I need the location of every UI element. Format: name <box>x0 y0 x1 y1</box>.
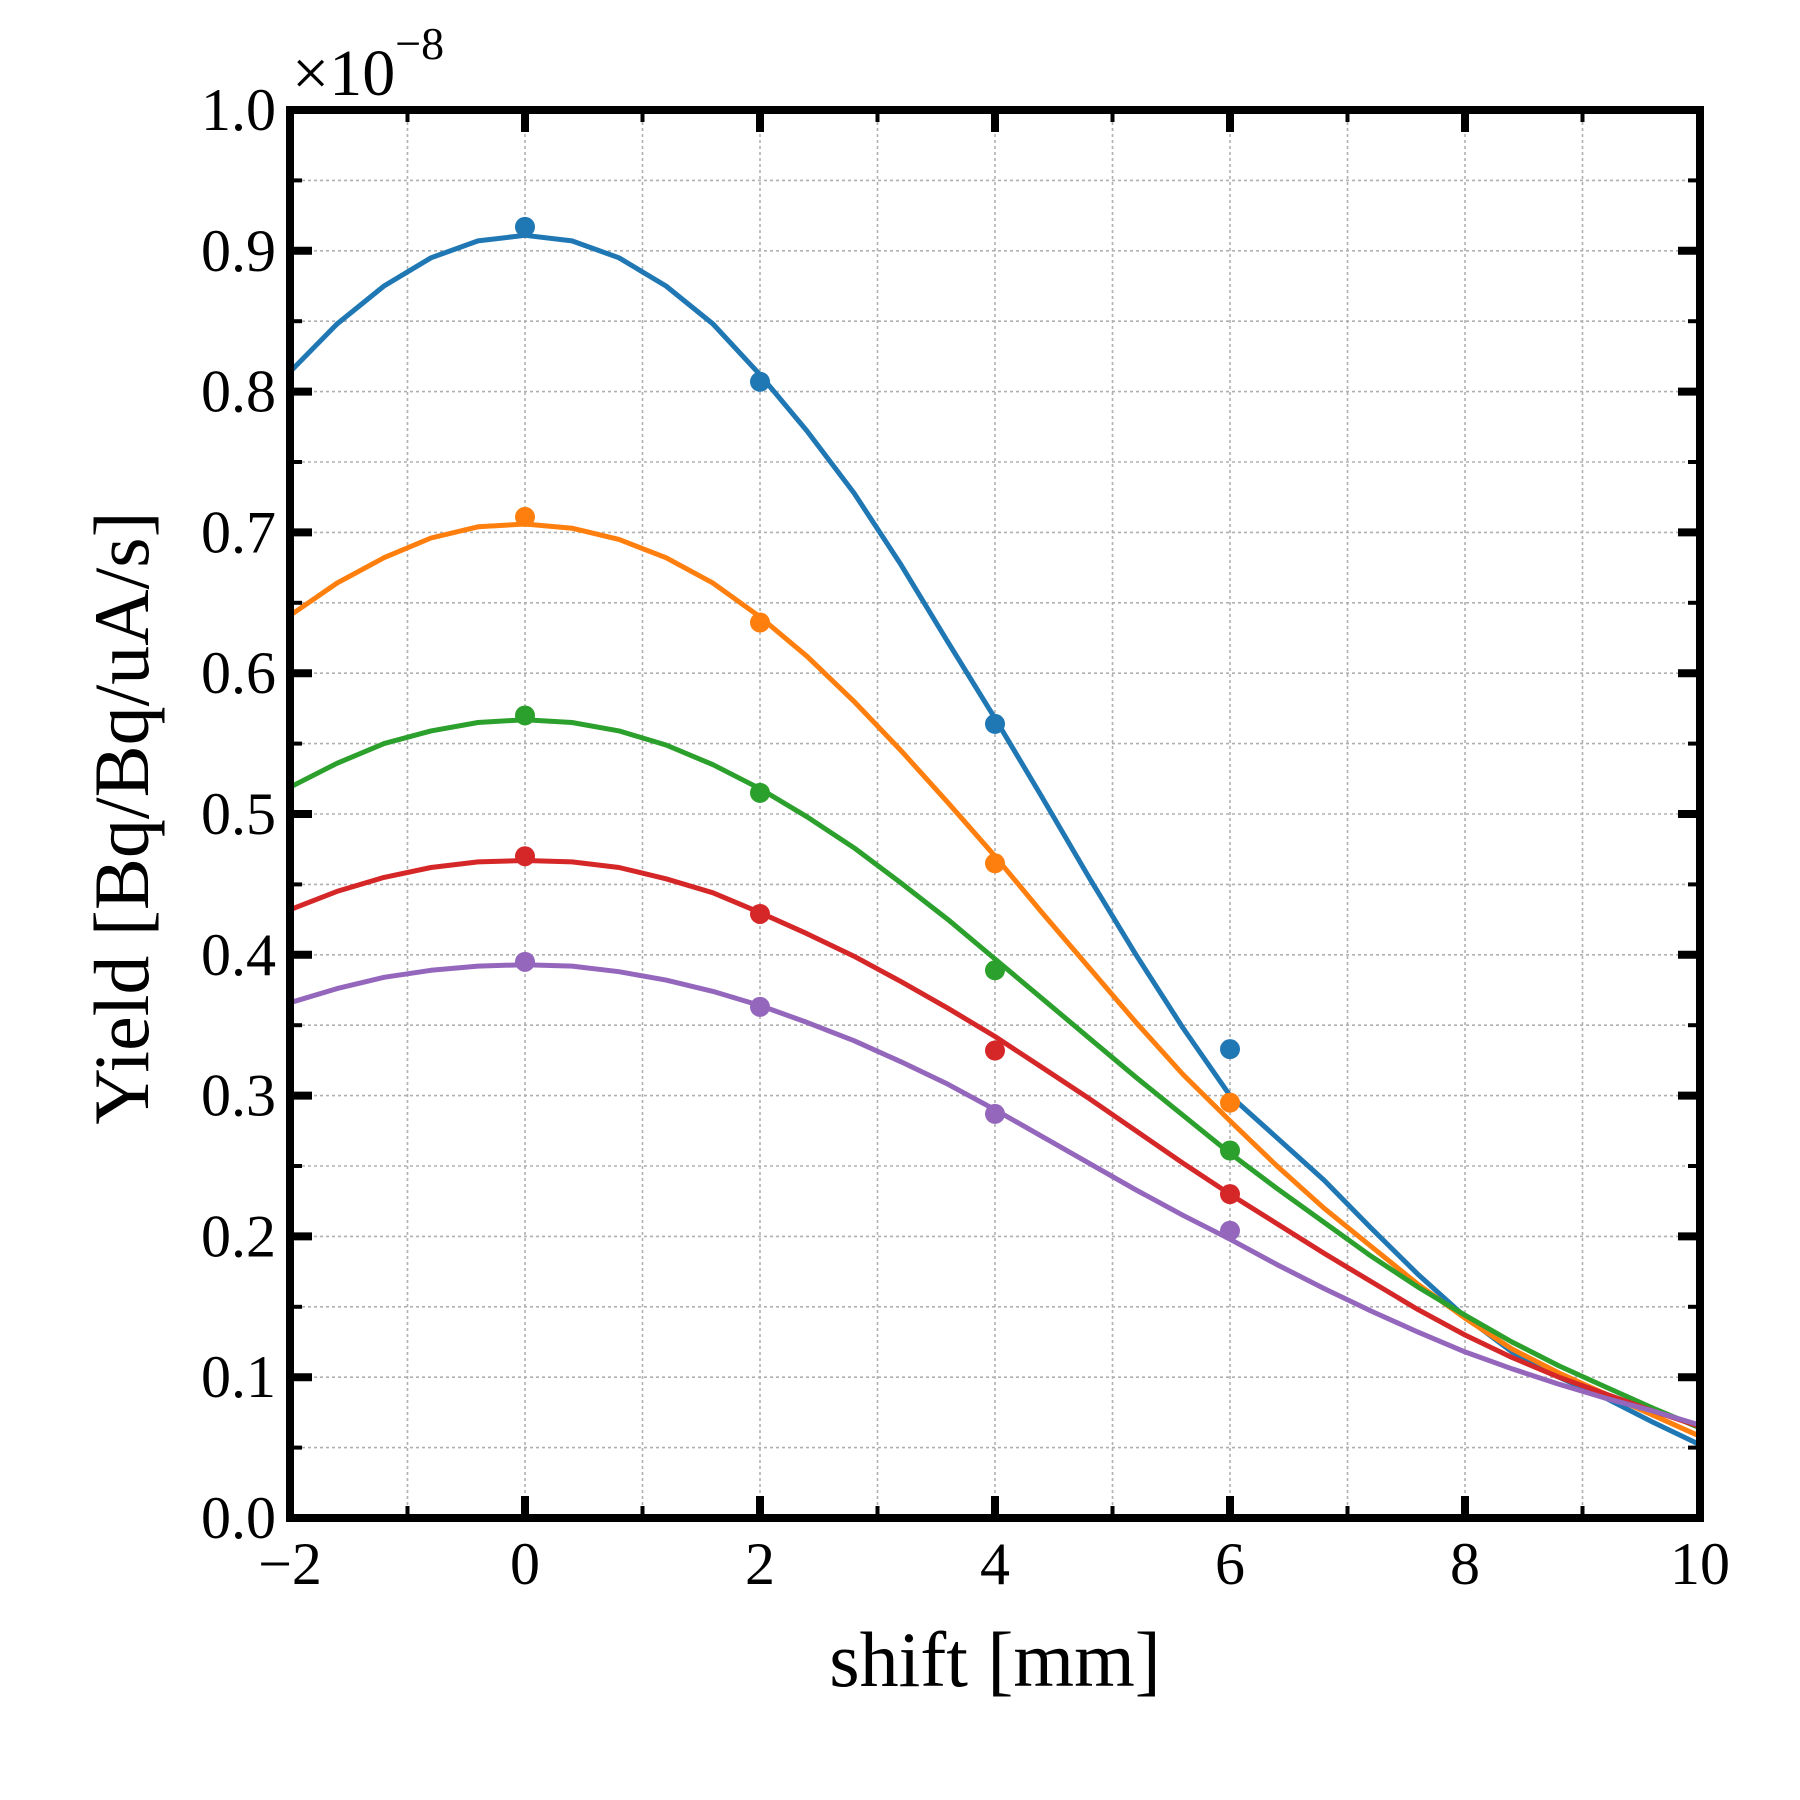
series-2-point <box>1220 1092 1240 1113</box>
y-tick-label: 0.7 <box>201 499 276 565</box>
series-4-point <box>1220 1184 1240 1205</box>
x-tick-label: 0 <box>510 1531 540 1597</box>
y-axis-label: Yield [Bq/Bq/uA/s] <box>78 511 165 1124</box>
series-1-point <box>515 216 535 237</box>
x-tick-label: 6 <box>1215 1531 1245 1597</box>
x-axis-label: shift [mm] <box>829 1616 1160 1703</box>
y-tick-label: 0.2 <box>201 1203 276 1269</box>
series-1-point <box>985 713 1005 734</box>
y-tick-label: 0.5 <box>201 781 276 847</box>
tick-layer: −2 0 2 4 6 8 10 0.0 0.1 0.2 0.3 0.4 0.5 0.6 0.7 0.8 0.9 1… <box>201 77 1730 1597</box>
y-tick-label: 0.0 <box>201 1485 276 1551</box>
series-1-point <box>1220 1039 1240 1060</box>
series-5-point <box>985 1103 1005 1124</box>
x-tick-label: 8 <box>1450 1531 1480 1597</box>
series-3-point <box>515 705 535 726</box>
y-tick-label: 0.4 <box>201 922 276 988</box>
x-tick-label: 4 <box>980 1531 1010 1597</box>
x-tick-label: 2 <box>745 1531 775 1597</box>
series-2-point <box>985 853 1005 874</box>
series-3-point <box>750 782 770 803</box>
grid-layer <box>289 109 1701 1519</box>
y-tick-label: 0.6 <box>201 640 276 706</box>
y-tick-label: 0.1 <box>201 1344 276 1410</box>
series-4-point <box>515 846 535 867</box>
series-layer <box>287 216 1703 1448</box>
label-layer: ×10−8 shift [mm] Yield [Bq/Bq/uA/s] <box>78 18 1161 1703</box>
series-5-point <box>515 951 535 972</box>
y-tick-label: 0.9 <box>201 218 276 284</box>
y-scale-factor: ×10−8 <box>292 18 444 110</box>
x-tick-label: 10 <box>1670 1531 1730 1597</box>
series-3-point <box>985 960 1005 981</box>
series-4-point <box>985 1040 1005 1061</box>
y-tick-label: 0.3 <box>201 1063 276 1129</box>
y-tick-label: 1.0 <box>201 77 276 143</box>
series-1-point <box>750 371 770 392</box>
series-3-point <box>1220 1140 1240 1161</box>
series-4-point <box>750 903 770 924</box>
x-tick-label: −2 <box>258 1531 322 1597</box>
series-5-point <box>750 996 770 1017</box>
series-2-point <box>750 612 770 633</box>
series-2-point <box>515 506 535 527</box>
series-5-point <box>1220 1220 1240 1241</box>
y-tick-label: 0.8 <box>201 359 276 425</box>
